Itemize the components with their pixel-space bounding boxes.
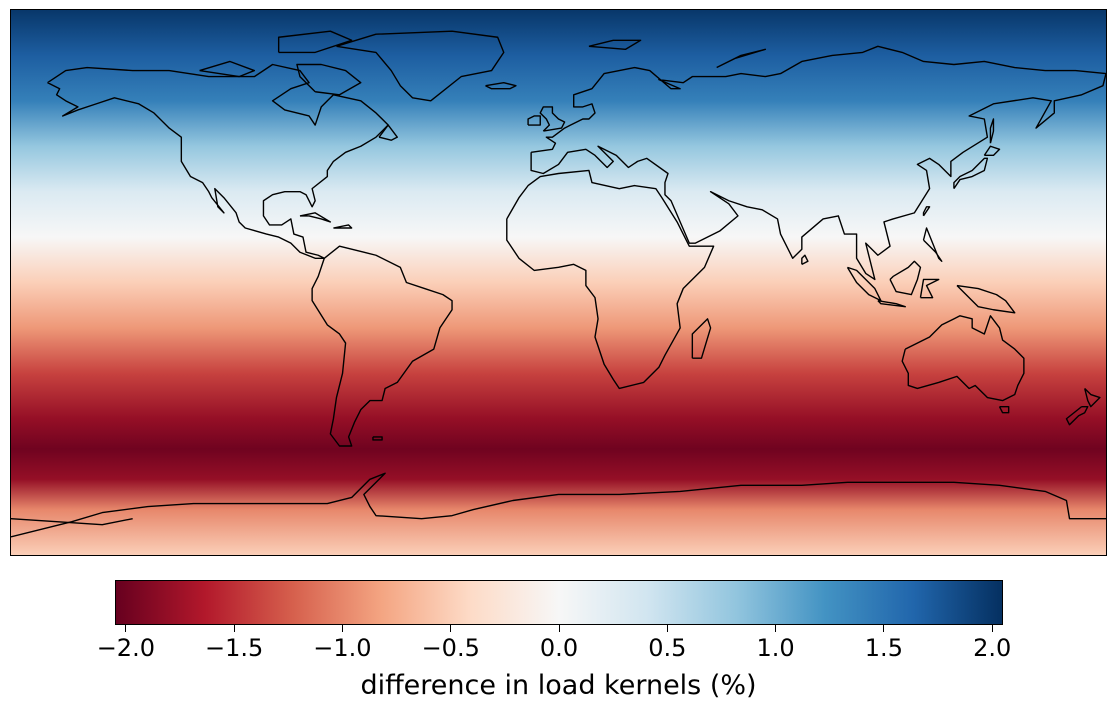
colorbar-tick-mark <box>883 625 885 632</box>
coastline-madagascar <box>692 319 710 358</box>
coastline-hispaniola <box>333 225 351 228</box>
world-map <box>10 9 1107 556</box>
coastline-japan <box>954 158 987 188</box>
coastline-eurasia <box>531 46 1106 279</box>
coastline-java <box>878 301 905 307</box>
coastline-taiwan <box>924 207 930 216</box>
coastline-sulawesi <box>920 279 938 297</box>
colorbar-tick-mark <box>341 625 343 632</box>
coastline-great-britain <box>540 107 564 131</box>
coastline-south-america <box>312 246 452 446</box>
colorbar-tick-label: 1.5 <box>864 634 903 662</box>
colorbar-tick-label: 0.0 <box>539 634 579 662</box>
colorbar-label: difference in load kernels (%) <box>360 670 757 701</box>
coastline-iceland <box>486 83 516 89</box>
coastline-ellesmere-island <box>279 31 352 52</box>
colorbar-tick-mark <box>558 625 560 632</box>
colorbar-tick-label: −1.0 <box>313 634 372 662</box>
coastline-tasmania <box>1000 407 1009 413</box>
coastline-north-america <box>48 65 389 259</box>
colorbar-ticks: −2.0 −1.5 −1.0 −0.5 0.0 0.5 1.0 1.5 2.0 <box>0 625 1117 685</box>
coastline-new-zealand-north <box>1085 388 1100 406</box>
colorbar-tick-label: −1.5 <box>204 634 264 662</box>
coastline-ross-ice-edge <box>11 519 133 525</box>
colorbar <box>115 580 1003 625</box>
colorbar-tick-mark <box>450 625 452 632</box>
colorbar-tick-mark <box>775 625 777 632</box>
colorbar-tick-label: 2.0 <box>973 634 1012 662</box>
coastline-sri-lanka <box>802 255 808 264</box>
colorbar-tick-mark <box>125 625 127 632</box>
coastline-philippines <box>924 228 942 261</box>
coastline-borneo <box>890 261 920 294</box>
coastline-newfoundland <box>379 125 397 140</box>
coastline-falklands <box>373 437 382 440</box>
colorbar-tick-label: 0.5 <box>648 634 687 662</box>
map-canvas <box>11 10 1106 555</box>
coastline-baffin-island <box>297 65 361 95</box>
colorbar-tick-mark <box>991 625 993 632</box>
coastline-sakhalin <box>990 119 993 143</box>
field-background <box>11 10 1106 555</box>
coastline-cuba <box>300 213 330 222</box>
coastline-antarctica <box>11 473 1106 537</box>
coastline-ireland <box>528 116 540 125</box>
coastline-greenland <box>336 31 503 101</box>
coastline-australia <box>902 316 1024 401</box>
colorbar-tick-label: 1.0 <box>756 634 795 662</box>
coastline-novaya-zemlya <box>717 49 766 67</box>
coastline-new-guinea <box>957 286 1015 313</box>
coastline-svalbard <box>589 40 641 49</box>
colorbar-tick-label: −0.5 <box>421 634 480 662</box>
colorbar-tick-mark <box>666 625 668 632</box>
colorbar-tick-mark <box>233 625 235 632</box>
colorbar-tick-label: −2.0 <box>96 634 155 662</box>
coastline-hokkaido <box>984 146 999 155</box>
coastline-africa <box>507 170 714 388</box>
coastline-new-zealand-south <box>1066 407 1087 425</box>
coastlines <box>11 31 1106 537</box>
coastline-victoria-island <box>200 61 255 76</box>
